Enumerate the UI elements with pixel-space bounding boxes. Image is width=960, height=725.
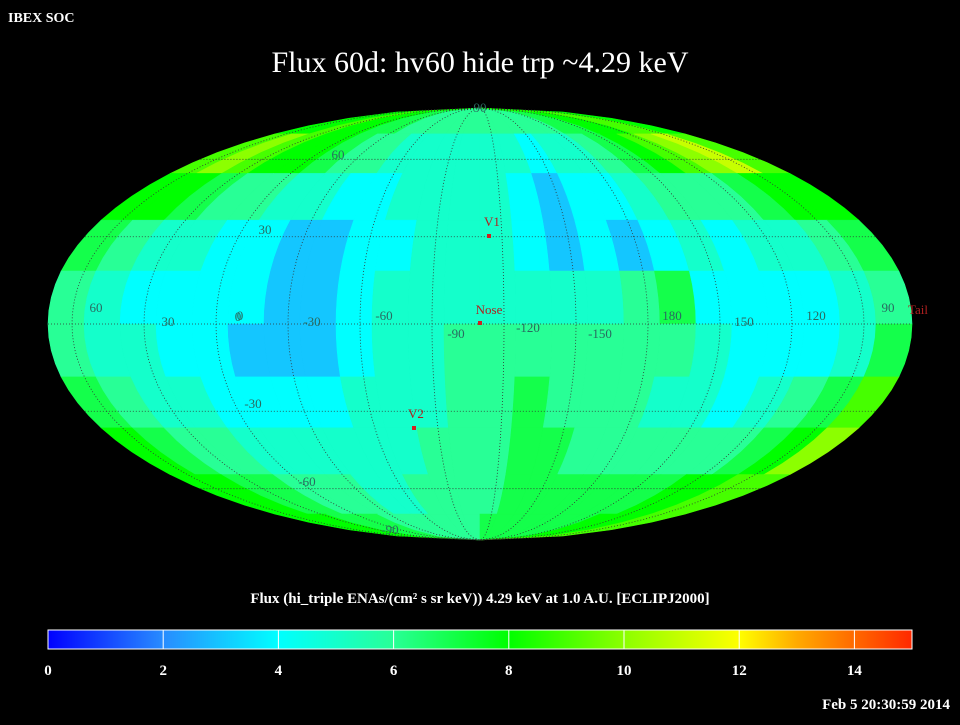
lat-label: -30 xyxy=(244,396,261,411)
flux-cell xyxy=(335,323,376,378)
colorbar-tick-label: 0 xyxy=(44,663,52,679)
flux-cell xyxy=(479,376,516,429)
colorbar-tick-label: 10 xyxy=(617,663,632,679)
lon-label: -120 xyxy=(516,320,540,335)
flux-cell xyxy=(584,270,625,325)
flux-cell xyxy=(407,323,446,378)
colorbar xyxy=(47,629,913,650)
lon-label: -150 xyxy=(588,326,612,341)
lon-label: -60 xyxy=(375,308,392,323)
flux-cell xyxy=(689,270,733,325)
flux-cell xyxy=(263,323,306,378)
meridian xyxy=(479,107,649,541)
lon-label: 180 xyxy=(662,308,682,323)
flux-cell xyxy=(619,270,661,325)
lat-label: 90 xyxy=(474,100,487,115)
colorbar-tick-label: 6 xyxy=(390,663,398,679)
marker-dot xyxy=(412,426,416,430)
flux-cell xyxy=(444,376,481,429)
flux-cell xyxy=(479,513,686,541)
flux-cell xyxy=(448,427,481,475)
flux-cell xyxy=(335,270,376,325)
lat-label: 0 xyxy=(235,309,242,324)
flux-cell xyxy=(299,323,341,378)
flux-cell xyxy=(444,219,481,272)
meridian xyxy=(479,107,577,541)
marker-dot xyxy=(487,234,491,238)
flux-cell xyxy=(689,323,733,378)
lat-label: -60 xyxy=(298,474,315,489)
lon-label: 30 xyxy=(162,314,175,329)
lon-label: -90 xyxy=(447,326,464,341)
flux-cell xyxy=(549,270,589,325)
flux-cell xyxy=(511,376,551,429)
flux-cell xyxy=(448,173,481,221)
flux-cell xyxy=(479,323,517,378)
lon-label: 120 xyxy=(806,308,826,323)
lon-label: 0 xyxy=(237,308,244,323)
flux-cell xyxy=(443,270,481,325)
marker-label: Tail xyxy=(908,302,928,317)
marker-label: V2 xyxy=(408,406,424,421)
flux-cell xyxy=(549,323,589,378)
flux-cell xyxy=(511,219,551,272)
lon-label: -30 xyxy=(303,314,320,329)
marker-label: Nose xyxy=(476,302,503,317)
colorbar-tick-label: 12 xyxy=(732,663,747,679)
title: Flux 60d: hv60 hide trp ~4.29 keV xyxy=(271,46,688,79)
flux-cell xyxy=(409,219,449,272)
flux-cell xyxy=(619,323,661,378)
flux-cell xyxy=(514,270,553,325)
flux-cell xyxy=(654,323,697,378)
flux-cell xyxy=(371,323,411,378)
lat-label: 30 xyxy=(259,222,272,237)
lon-label: 150 xyxy=(734,314,754,329)
flux-cell xyxy=(407,270,446,325)
org-label: IBEX SOC xyxy=(8,11,75,26)
meridian xyxy=(479,107,793,541)
marker-label: V1 xyxy=(484,214,500,229)
timestamp: Feb 5 20:30:59 2014 xyxy=(822,697,950,713)
colorbar-title: Flux (hi_triple ENAs/(cm² s sr keV)) 4.2… xyxy=(250,591,709,607)
colorbar-tick-label: 2 xyxy=(159,663,167,679)
lat-label: 60 xyxy=(332,147,345,162)
lon-label: 60 xyxy=(90,300,103,315)
flux-cell xyxy=(263,270,306,325)
marker-dot xyxy=(478,321,482,325)
lat-label: -90 xyxy=(381,522,398,537)
lon-label: 90 xyxy=(882,300,895,315)
colorbar-tick-label: 14 xyxy=(847,663,863,679)
colorbar-tick-label: 8 xyxy=(505,663,513,679)
colorbar-tick-label: 4 xyxy=(275,663,283,679)
